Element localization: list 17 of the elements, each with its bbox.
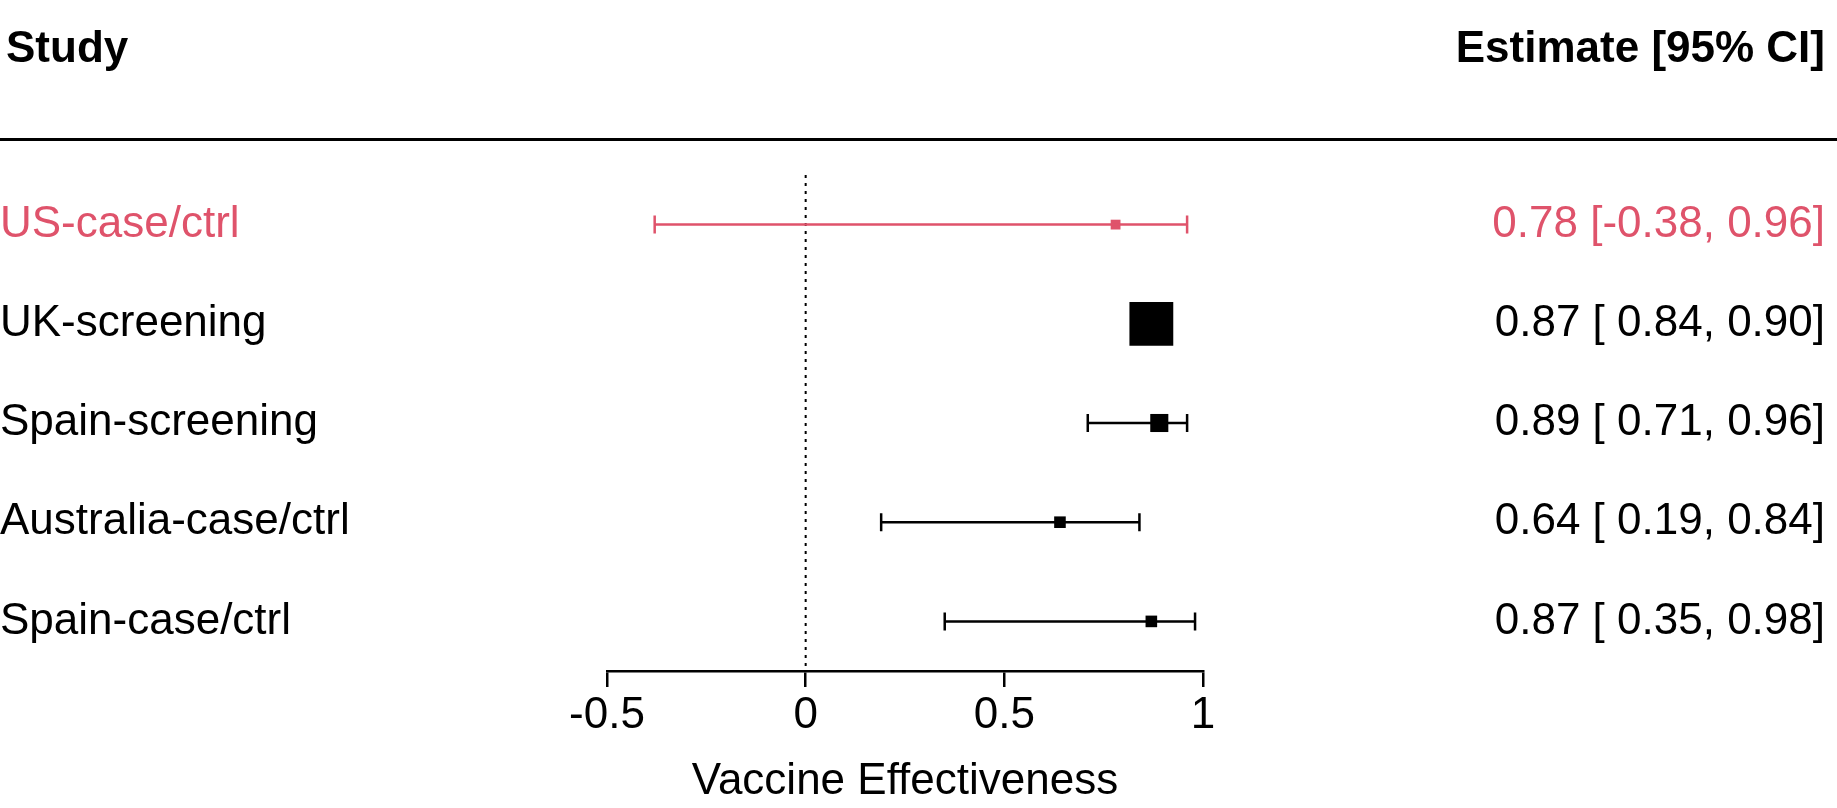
text: Estimate [95% CI] xyxy=(1455,22,1825,72)
x-tick-label: 0.5 xyxy=(973,687,1035,737)
data-label: 0.78 [-0.38, 0.96] xyxy=(1492,196,1825,246)
x-tick-label: -0.5 xyxy=(569,687,645,737)
y-tick-label: UK-screening xyxy=(0,295,267,345)
y-tick-label: Spain-screening xyxy=(0,395,318,445)
x-tick-label: 1 xyxy=(1190,687,1216,737)
y-tick-label: Spain-case/ctrl xyxy=(0,593,292,643)
text: Study xyxy=(6,22,129,72)
x-axis-title: Vaccine Effectiveness xyxy=(691,753,1119,803)
data-label: 0.87 [ 0.35, 0.98] xyxy=(1494,593,1825,643)
data-label: 0.64 [ 0.19, 0.84] xyxy=(1494,494,1825,544)
y-tick-label: Australia-case/ctrl xyxy=(0,494,350,544)
x-tick-label: 0 xyxy=(793,687,818,737)
y-tick-label: US-case/ctrl xyxy=(0,196,240,246)
data-label: 0.89 [ 0.71, 0.96] xyxy=(1494,395,1825,445)
data-label: 0.87 [ 0.84, 0.90] xyxy=(1494,295,1825,345)
